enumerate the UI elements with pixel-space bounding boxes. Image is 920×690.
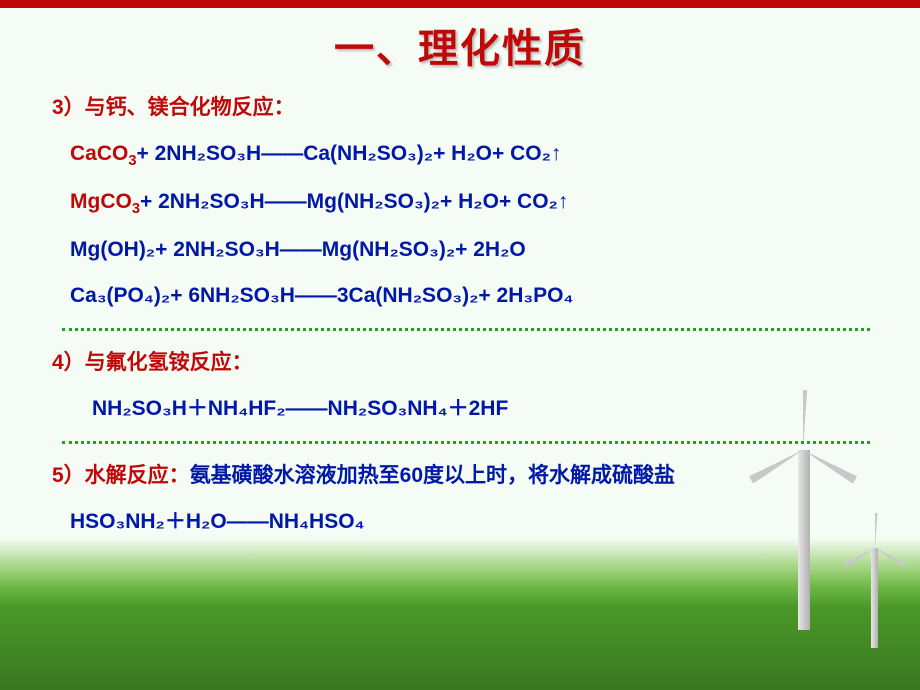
slide-body: 3）与钙、镁合化物反应： CaCO3+ 2NH₂SO₃H——Ca(NH₂SO₃)… xyxy=(0,88,920,541)
equation-3-4: Ca₃(PO₄)₂+ 6NH₂SO₃H——3Ca(NH₂SO₃)₂+ 2H₃PO… xyxy=(70,276,880,316)
eq-3-1-rest: + 2NH₂SO₃H——Ca(NH₂SO₃)₂+ H₂O+ CO₂↑ xyxy=(137,142,562,165)
dotted-divider-1 xyxy=(62,328,870,331)
equation-3-2: MgCO3+ 2NH₂SO₃H——Mg(NH₂SO₃)₂+ H₂O+ CO₂↑ xyxy=(70,182,880,224)
equation-3-3: Mg(OH)₂+ 2NH₂SO₃H——Mg(NH₂SO₃)₂+ 2H₂O xyxy=(70,230,880,270)
section-3-heading: 3）与钙、镁合化物反应： xyxy=(52,88,880,128)
eq-3-1-lead: CaCO3 xyxy=(70,142,137,165)
equation-5-1: HSO₃NH₂＋H₂O——NH₄HSO₄ xyxy=(70,502,880,542)
slide-title: 一、理化性质 xyxy=(0,16,920,74)
eq-3-2-rest: + 2NH₂SO₃H——Mg(NH₂SO₃)₂+ H₂O+ CO₂↑ xyxy=(140,190,568,213)
section-4-heading: 4）与氟化氢铵反应： xyxy=(52,343,880,383)
windmill-small-icon xyxy=(871,548,878,648)
eq-3-2-lead: MgCO3 xyxy=(70,190,140,213)
dotted-divider-2 xyxy=(62,441,870,444)
section-5-desc: 氨基磺酸水溶液加热至60度以上时，将水解成硫酸盐 xyxy=(190,464,675,487)
equation-4-1: NH₂SO₃H＋NH₄HF₂——NH₂SO₃NH₄＋2HF xyxy=(92,389,880,429)
equation-3-1: CaCO3+ 2NH₂SO₃H——Ca(NH₂SO₃)₂+ H₂O+ CO₂↑ xyxy=(70,134,880,176)
section-5-lead: 5）水解反应： xyxy=(52,464,190,487)
top-red-bar xyxy=(0,0,920,8)
section-5-heading: 5）水解反应：氨基磺酸水溶液加热至60度以上时，将水解成硫酸盐 xyxy=(52,456,880,496)
